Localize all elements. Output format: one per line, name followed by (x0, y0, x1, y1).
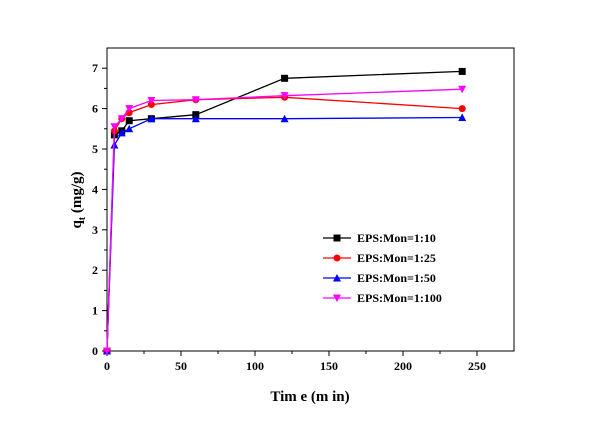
legend-label-3: EPS:Mon=1:50 (357, 271, 436, 285)
data-point-4-5 (191, 96, 200, 104)
data-point-2-4 (147, 101, 155, 109)
series-2 (103, 93, 466, 355)
series-layer (103, 67, 467, 355)
plot-border (106, 47, 515, 352)
series-line-1 (106, 70, 463, 352)
y-axis-label: qt (mg/g) (69, 171, 88, 228)
data-point-4-6 (280, 92, 289, 100)
legend-label-2: EPS:Mon=1:25 (357, 251, 436, 265)
legend: EPS:Mon=1:10 EPS:Mon=1:25 EPS:Mon=1:50 EPS:… (323, 231, 442, 305)
series-1 (103, 67, 466, 355)
y-tick-label-0: 0 (92, 344, 98, 358)
y-tick-label-1: 1 (92, 304, 98, 318)
data-point-3-7 (458, 113, 467, 121)
y-axis-label-unit: (mg/g) (69, 171, 85, 216)
data-point-1-3 (125, 117, 133, 125)
y-tick-label-4: 4 (92, 182, 98, 196)
x-tick-label-1: 50 (175, 359, 187, 373)
legend-label-1: EPS:Mon=1:10 (357, 231, 436, 245)
legend-marker-1 (333, 234, 341, 242)
data-point-4-2 (117, 115, 126, 123)
x-tick-label-0: 0 (104, 359, 110, 373)
y-tick-label-6: 6 (92, 102, 98, 116)
x-axis-label: Tim e (m in) (270, 389, 349, 405)
data-point-3-6 (280, 114, 289, 123)
legend-marker-3 (333, 274, 341, 282)
y-tick-label-3: 3 (92, 223, 98, 237)
legend-item-4: EPS:Mon=1:100 (323, 291, 442, 305)
x-tick-label-2: 100 (246, 359, 264, 373)
data-point-3-5 (191, 114, 200, 123)
legend-label-4: EPS:Mon=1:100 (357, 291, 442, 305)
data-point-4-0 (103, 347, 111, 355)
axes: 0 50 100 150 200 250 0 1 2 3 4 5 6 7 (92, 61, 486, 373)
legend-marker-2 (333, 254, 341, 262)
legend-item-1: EPS:Mon=1:10 (323, 231, 436, 245)
data-point-1-6 (281, 74, 289, 82)
data-point-3-4 (147, 114, 156, 123)
x-tick-label-5: 250 (468, 359, 486, 373)
data-point-4-3 (125, 105, 134, 113)
x-tick-label-4: 200 (394, 359, 412, 373)
series-line-4 (106, 88, 463, 352)
data-point-1-7 (458, 67, 466, 75)
data-point-4-4 (147, 97, 156, 105)
series-4 (103, 85, 467, 355)
x-tick-label-3: 150 (320, 359, 338, 373)
y-tick-label-7: 7 (92, 61, 98, 75)
plot-frame (106, 47, 515, 352)
data-point-4-7 (458, 85, 467, 94)
legend-item-3: EPS:Mon=1:50 (323, 271, 436, 285)
data-point-4-1 (110, 123, 119, 131)
y-tick-label-5: 5 (92, 142, 98, 156)
y-tick-label-2: 2 (92, 263, 98, 277)
data-point-1-5 (192, 111, 200, 119)
series-3 (103, 113, 467, 355)
legend-item-2: EPS:Mon=1:25 (323, 251, 436, 265)
data-point-3-2 (117, 128, 126, 137)
series-line-3 (106, 116, 463, 352)
y-axis-label-main: q (69, 220, 85, 229)
legend-marker-4 (333, 294, 341, 302)
data-point-3-3 (125, 124, 134, 133)
y-axis-label-sub: t (77, 216, 88, 220)
series-line-2 (106, 96, 463, 352)
data-point-2-7 (458, 105, 466, 113)
